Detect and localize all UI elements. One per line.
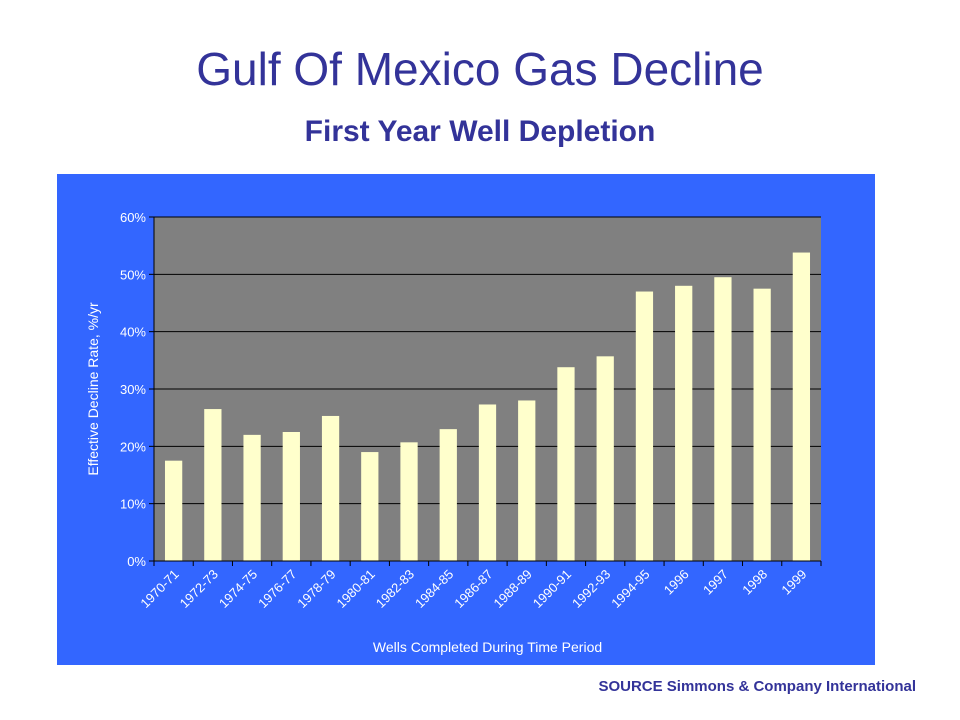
y-tick-label: 20% <box>120 439 146 454</box>
x-tick-label: 1982-83 <box>373 567 417 611</box>
bar <box>243 434 261 561</box>
x-tick-label: 1998 <box>739 567 770 598</box>
y-tick-label: 0% <box>127 554 146 569</box>
x-tick-label: 1997 <box>700 567 731 598</box>
y-tick-label: 30% <box>120 382 146 397</box>
bar <box>596 356 614 561</box>
y-tick-label: 60% <box>120 210 146 225</box>
x-tick-label: 1988-89 <box>491 567 535 611</box>
x-tick-label: 1972-73 <box>177 567 221 611</box>
bars <box>164 252 811 561</box>
bar <box>321 415 340 561</box>
bar-chart: 0% 10% 20% 30% 40% 50% 60% 1970-711972-731974-… <box>85 210 822 655</box>
chart-panel: 0% 10% 20% 30% 40% 50% 60% 1970-71 1972-73 1974-… <box>57 174 875 665</box>
y-axis-title: Effective Decline Rate, %/yr <box>85 302 101 476</box>
x-axis-title: Wells Completed During Time Period <box>373 639 602 655</box>
page-title: Gulf Of Mexico Gas Decline <box>196 43 764 95</box>
x-tick-label: 1994-95 <box>608 567 652 611</box>
x-tick-label: 1970-71 <box>137 567 181 611</box>
y-tick-label: 50% <box>120 267 146 282</box>
y-tick-labels: 0% 10% 20% 30% 40% 50% 60% <box>120 210 146 569</box>
bar <box>518 400 536 561</box>
x-tick-label: 1992-93 <box>569 567 613 611</box>
x-tick-label: 1990-91 <box>530 567 574 611</box>
y-tick-label: 40% <box>120 325 146 340</box>
bar <box>400 442 418 561</box>
page-subtitle: First Year Well Depletion <box>304 115 656 148</box>
bar <box>361 452 379 561</box>
x-tick-labels: 1970-711972-731974-751976-771978-791980-… <box>137 567 809 611</box>
x-tick-label: 1978-79 <box>294 567 338 611</box>
x-tick-label: 1974-75 <box>216 567 260 611</box>
x-tick-label: 1984-85 <box>412 567 456 611</box>
bar <box>675 285 693 561</box>
source-note: SOURCE Simmons & Company International <box>598 678 916 695</box>
bar <box>478 404 497 561</box>
axes <box>153 217 822 566</box>
bar <box>635 291 654 561</box>
bar <box>282 432 300 561</box>
x-tick-label: 1986-87 <box>451 567 495 611</box>
bar <box>164 460 183 561</box>
x-tick-label: 1996 <box>661 567 692 598</box>
bar <box>714 277 732 561</box>
bar <box>439 429 457 561</box>
bar <box>753 288 771 561</box>
x-tick-label: 1999 <box>778 567 809 598</box>
bar <box>792 252 811 561</box>
bar <box>204 409 222 561</box>
x-tick-label: 1976-77 <box>255 567 299 611</box>
bar <box>557 367 575 561</box>
y-tick-label: 10% <box>120 497 146 512</box>
x-tick-label: 1980-81 <box>334 567 378 611</box>
